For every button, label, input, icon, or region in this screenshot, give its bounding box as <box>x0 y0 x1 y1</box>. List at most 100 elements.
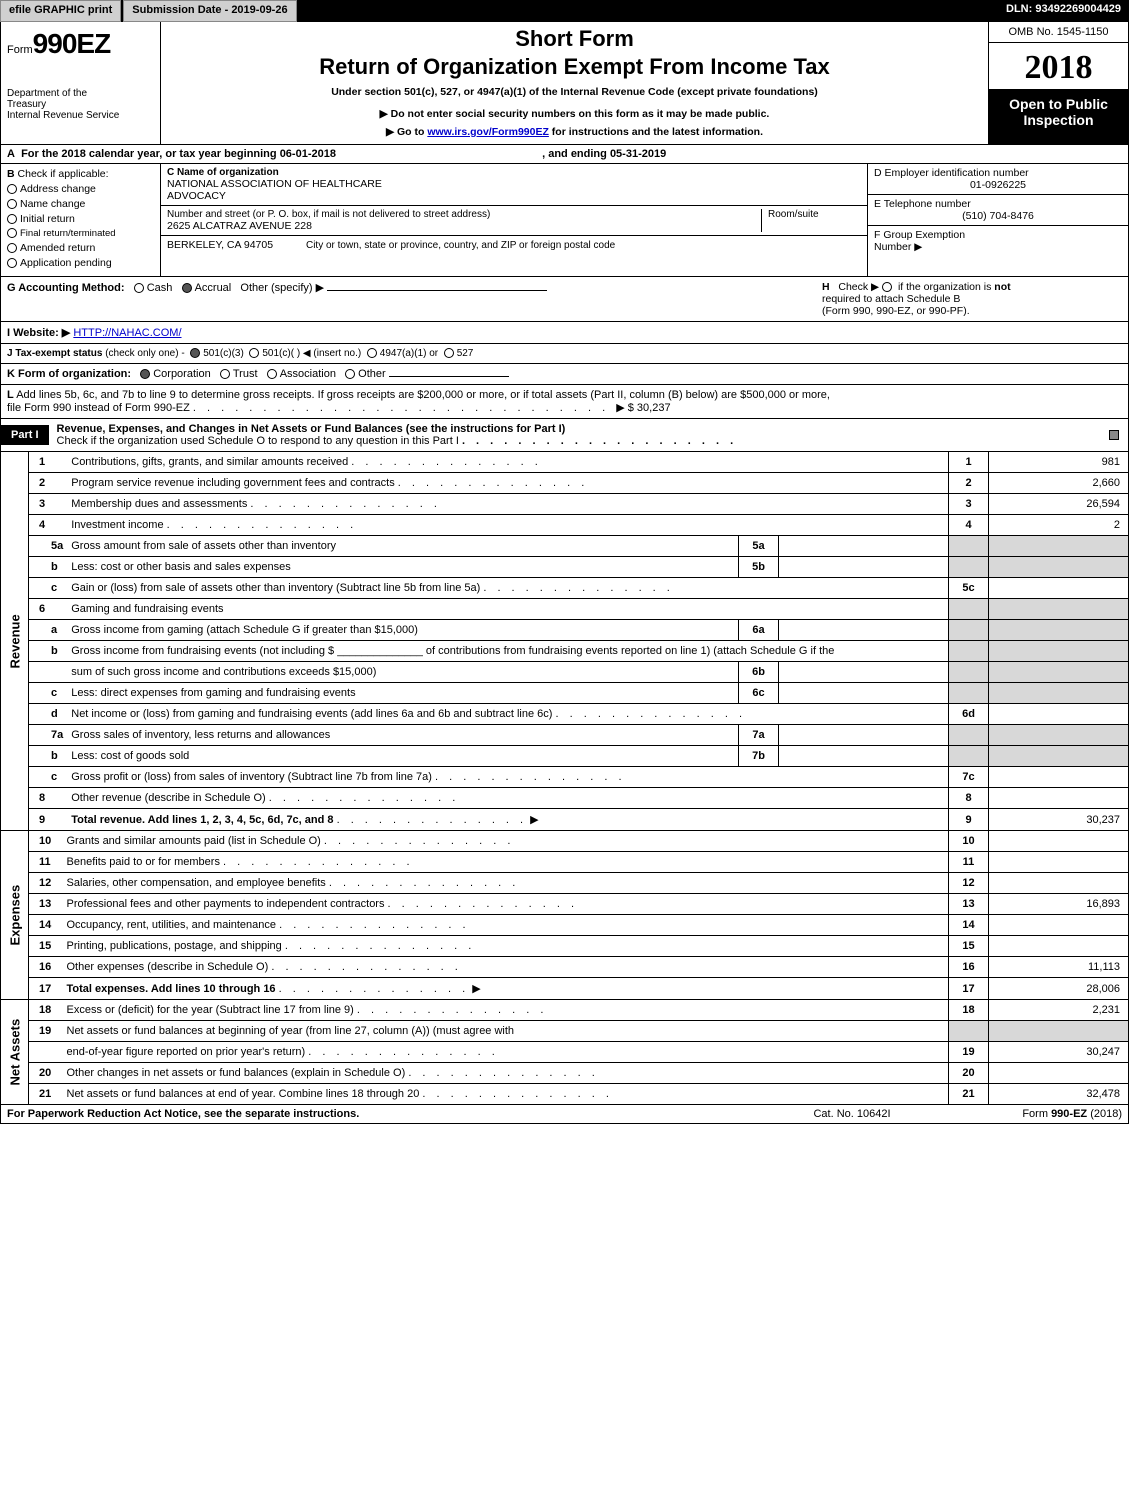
line-description: Program service revenue including govern… <box>67 473 948 494</box>
right-line-value <box>989 746 1129 767</box>
line-number: 15 <box>29 936 63 957</box>
radio-other-org[interactable] <box>345 369 355 379</box>
right-line-number: 10 <box>949 831 989 852</box>
table-row: 11Benefits paid to or for members . . . … <box>1 852 1129 873</box>
table-row: 3Membership dues and assessments . . . .… <box>1 494 1129 515</box>
radio-h-check[interactable] <box>882 282 892 292</box>
part-1-header: Part I Revenue, Expenses, and Changes in… <box>0 419 1129 452</box>
line-description: Professional fees and other payments to … <box>63 894 949 915</box>
table-row: 12Salaries, other compensation, and empl… <box>1 873 1129 894</box>
line-number: 10 <box>29 831 63 852</box>
g-other-input[interactable] <box>327 290 547 291</box>
line-number: b <box>29 746 68 767</box>
mid-line-value <box>779 620 949 641</box>
right-line-number <box>949 662 989 683</box>
f-label: F Group Exemption <box>874 229 965 241</box>
website-link[interactable]: HTTP://NAHAC.COM/ <box>73 327 181 339</box>
radio-association[interactable] <box>267 369 277 379</box>
c-name-label: C Name of organization <box>167 167 861 178</box>
table-row: 5aGross amount from sale of assets other… <box>1 536 1129 557</box>
f-label2: Number ▶ <box>874 241 922 253</box>
radio-527[interactable] <box>444 348 454 358</box>
j-o2: 501(c)( ) ◀ (insert no.) <box>262 348 361 359</box>
radio-4947[interactable] <box>367 348 377 358</box>
j-label: J Tax-exempt status <box>7 348 102 359</box>
right-line-value <box>989 683 1129 704</box>
table-row: 13Professional fees and other payments t… <box>1 894 1129 915</box>
radio-corporation[interactable] <box>140 369 150 379</box>
h-text4: (Form 990, 990-EZ, or 990-PF). <box>822 305 970 317</box>
right-line-number: 8 <box>949 788 989 809</box>
right-line-value <box>989 852 1129 873</box>
right-line-value <box>989 936 1129 957</box>
a-end: 05-31-2019 <box>610 148 666 160</box>
table-row: sum of such gross income and contributio… <box>1 662 1129 683</box>
k-o2: Trust <box>233 368 258 380</box>
mid-line-value <box>779 536 949 557</box>
l-dots: . . . . . . . . . . . . . . . . . . . . … <box>193 402 616 414</box>
part-1-checkbox[interactable] <box>1109 430 1119 440</box>
radio-accrual[interactable] <box>182 283 192 293</box>
radio-501c3[interactable] <box>190 348 200 358</box>
line-number: 16 <box>29 957 63 978</box>
right-line-value: 28,006 <box>989 978 1129 1000</box>
table-row: 15Printing, publications, postage, and s… <box>1 936 1129 957</box>
mid-line-value <box>779 662 949 683</box>
side-label: Expenses <box>1 831 29 1000</box>
k-other-input[interactable] <box>389 376 509 377</box>
j-o3: 4947(a)(1) or <box>380 348 438 359</box>
line-number: 20 <box>29 1063 63 1084</box>
line-number: d <box>29 704 68 725</box>
line-description: end-of-year figure reported on prior yea… <box>63 1042 949 1063</box>
chk-final-return[interactable] <box>7 228 17 238</box>
section-gh: G Accounting Method: Cash Accrual Other … <box>0 277 1129 322</box>
mid-line-number: 7a <box>739 725 779 746</box>
right-line-number: 21 <box>949 1084 989 1105</box>
radio-trust[interactable] <box>220 369 230 379</box>
part-1-label: Part I <box>1 425 49 445</box>
g-accrual: Accrual <box>195 282 232 294</box>
table-row: 8Other revenue (describe in Schedule O) … <box>1 788 1129 809</box>
open-line1: Open to Public <box>991 96 1126 112</box>
line-number: 3 <box>29 494 68 515</box>
radio-501c[interactable] <box>249 348 259 358</box>
l-text1: Add lines 5b, 6c, and 7b to line 9 to de… <box>16 389 830 401</box>
right-line-value: 30,247 <box>989 1042 1129 1063</box>
radio-cash[interactable] <box>134 283 144 293</box>
footer-center: Cat. No. 10642I <box>762 1108 942 1120</box>
line-description: Gross profit or (loss) from sales of inv… <box>67 767 948 788</box>
chk-application-pending[interactable] <box>7 258 17 268</box>
mid-line-value <box>779 557 949 578</box>
right-line-value <box>989 1063 1129 1084</box>
form-title: Return of Organization Exempt From Incom… <box>171 54 978 80</box>
right-line-number: 18 <box>949 1000 989 1021</box>
a-label: A <box>7 148 15 160</box>
form-code: 990EZ <box>33 28 111 59</box>
right-line-value <box>989 704 1129 725</box>
chk-amended-return[interactable] <box>7 243 17 253</box>
right-line-number: 12 <box>949 873 989 894</box>
j-o1: 501(c)(3) <box>203 348 244 359</box>
table-row: 19Net assets or fund balances at beginni… <box>1 1021 1129 1042</box>
section-j-tax-status: J Tax-exempt status (check only one) - 5… <box>0 344 1129 364</box>
part-1-dots: . . . . . . . . . . . . . . . . . . . . <box>462 435 737 447</box>
table-row: cGain or (loss) from sale of assets othe… <box>1 578 1129 599</box>
line-number: c <box>29 683 68 704</box>
b-item-0: Address change <box>20 183 96 195</box>
sub3-pre: ▶ Go to <box>386 126 427 138</box>
irs-link[interactable]: www.irs.gov/Form990EZ <box>427 126 549 138</box>
g-cash: Cash <box>147 282 173 294</box>
line-description: Other changes in net assets or fund bala… <box>63 1063 949 1084</box>
chk-address-change[interactable] <box>7 184 17 194</box>
b-item-1: Name change <box>20 198 85 210</box>
table-row: 2Program service revenue including gover… <box>1 473 1129 494</box>
efile-print-button[interactable]: efile GRAPHIC print <box>0 0 121 22</box>
table-row: 16Other expenses (describe in Schedule O… <box>1 957 1129 978</box>
room-label: Room/suite <box>768 209 861 220</box>
section-i-website: I Website: ▶ HTTP://NAHAC.COM/ <box>0 322 1129 344</box>
chk-name-change[interactable] <box>7 199 17 209</box>
table-row: cLess: direct expenses from gaming and f… <box>1 683 1129 704</box>
chk-initial-return[interactable] <box>7 214 17 224</box>
line-number: b <box>29 557 68 578</box>
form-subtitle-3: ▶ Go to www.irs.gov/Form990EZ for instru… <box>171 126 978 138</box>
